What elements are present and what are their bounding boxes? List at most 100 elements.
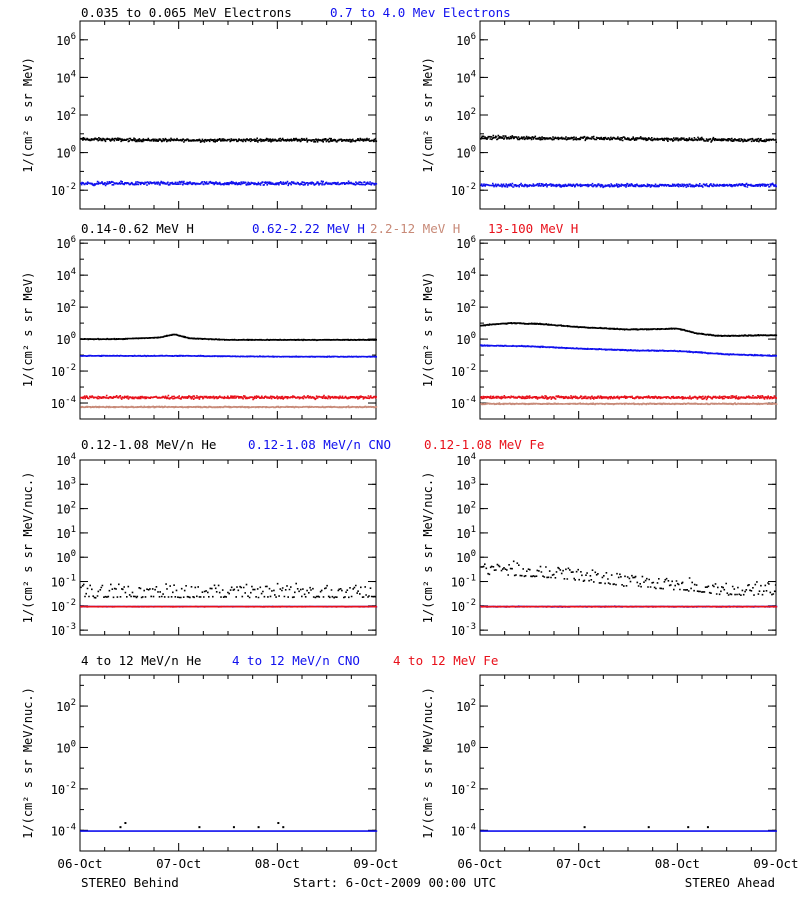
- data-point: [282, 826, 285, 829]
- data-points: [480, 830, 777, 832]
- y-tick-label: 103: [456, 476, 476, 492]
- y-tick-label: 100: [56, 549, 76, 565]
- y-tick-label: 106: [56, 235, 76, 251]
- series-0-035-to-0-065-mev-electrons: [480, 134, 777, 143]
- data-point: [583, 826, 586, 829]
- y-tick-label: 100: [456, 331, 476, 347]
- y-tick-label: 106: [456, 235, 476, 251]
- data-points: [80, 405, 378, 409]
- series-4-to-12-mev-n-he: [119, 822, 285, 829]
- footer-center-label: Start: 6-Oct-2009 00:00 UTC: [293, 875, 496, 890]
- legend-label: 0.12-1.08 MeV Fe: [424, 437, 544, 452]
- y-tick-label: 100: [56, 739, 76, 755]
- data-points: [480, 134, 777, 143]
- y-tick-label: 102: [456, 501, 476, 517]
- y-tick-label: 104: [456, 69, 476, 85]
- y-tick-label: 10-3: [451, 622, 476, 638]
- y-tick-label: 104: [456, 452, 476, 468]
- y-axis-label: 1/(cm² s sr MeV): [21, 57, 35, 173]
- data-point: [706, 826, 709, 829]
- legend-label: 0.12-1.08 MeV/n CNO: [248, 437, 391, 452]
- data-points: [80, 354, 377, 358]
- y-tick-label: 10-2: [51, 363, 76, 379]
- plot-frame: [79, 459, 377, 636]
- legend-label: 0.62-2.22 MeV H: [252, 221, 365, 236]
- y-axis-label: 1/(cm² s sr MeV): [21, 272, 35, 388]
- y-tick-label: 102: [456, 698, 476, 714]
- panel-ahead-row-1: 10-2 100 102 104 106 1/(cm² s sr MeV): [421, 20, 777, 210]
- series-0-7-to-4-0-mev-electrons: [80, 180, 378, 187]
- legend-label: 4 to 12 MeV/n CNO: [232, 653, 360, 668]
- x-tick-label: 08-Oct: [655, 856, 700, 871]
- footer-left-label: STEREO Behind: [81, 875, 179, 890]
- y-tick-label: 100: [56, 331, 76, 347]
- y-tick-label: 10-2: [51, 182, 76, 198]
- y-axis-label: 1/(cm² s sr MeV/nuc.): [421, 687, 435, 839]
- y-tick-label: 10-2: [451, 781, 476, 797]
- footer-right-label: STEREO Ahead: [685, 875, 775, 890]
- data-points: [80, 333, 377, 342]
- x-tick-label: 06-Oct: [457, 856, 502, 871]
- data-points: [480, 395, 777, 401]
- y-axis-label: 1/(cm² s sr MeV/nuc.): [21, 472, 35, 624]
- y-tick-label: 104: [56, 267, 76, 283]
- series-0-035-to-0-065-mev-electrons: [80, 137, 378, 143]
- data-points: [480, 402, 778, 406]
- data-points: [480, 182, 777, 189]
- y-tick-label: 10-4: [451, 395, 476, 411]
- series-0-14-0-62-mev-h: [480, 322, 778, 337]
- data-points: [80, 582, 377, 599]
- row-4-group: 4 to 12 MeV/n He 4 to 12 MeV/n CNO 4 to 12…: [21, 653, 799, 871]
- plot-frame: [479, 459, 777, 636]
- panel-ahead-row-4: 10-4 10-2 100 102 1/(cm² s sr MeV/nuc.) 06-Oc…: [421, 674, 799, 871]
- panel-behind-row-1: 10-2 100 102 104 106 1/(cm² s sr MeV): [21, 20, 378, 210]
- row-3-group: 0.12-1.08 MeV/n He 0.12-1.08 MeV/n CNO 0.1…: [21, 437, 778, 638]
- data-point: [257, 826, 260, 829]
- y-tick-label: 10-3: [51, 622, 76, 638]
- series-0-62-2-22-mev-h: [80, 354, 377, 358]
- y-tick-label: 10-4: [51, 395, 76, 411]
- y-tick-label: 10-2: [51, 598, 76, 614]
- y-tick-label: 10-2: [451, 182, 476, 198]
- panel-behind-row-3: 10-3 10-2 10-1 100 101 102 103 104 1/(cm² s sr M…: [21, 452, 378, 638]
- y-tick-label: 102: [456, 299, 476, 315]
- data-points: [480, 605, 778, 608]
- data-points: [480, 322, 778, 337]
- y-tick-label: 100: [56, 145, 76, 161]
- series-13-100-mev-h: [480, 395, 777, 401]
- plot-frame: [479, 20, 777, 210]
- y-axis-label: 1/(cm² s sr MeV): [421, 272, 435, 388]
- series-0-12-1-08-mev-fe: [480, 605, 778, 608]
- series-0-14-0-62-mev-h: [80, 333, 377, 342]
- data-points: [80, 830, 378, 832]
- y-tick-label: 102: [56, 299, 76, 315]
- legend-label: 0.035 to 0.065 MeV Electrons: [81, 5, 292, 20]
- y-tick-label: 10-1: [451, 574, 476, 590]
- y-tick-label: 10-4: [451, 822, 476, 838]
- x-tick-label: 07-Oct: [156, 856, 201, 871]
- y-tick-label: 10-2: [451, 363, 476, 379]
- data-point: [119, 826, 122, 829]
- series-0-7-to-4-0-mev-electrons: [480, 182, 777, 189]
- panel-behind-row-4: 10-4 10-2 100 102 1/(cm² s sr MeV/nuc.) 06-Oc…: [21, 674, 399, 871]
- series-2-2-12-mev-h: [480, 402, 778, 406]
- y-axis-label: 1/(cm² s sr MeV/nuc.): [421, 472, 435, 624]
- y-tick-label: 10-2: [451, 598, 476, 614]
- plot-frame: [79, 20, 377, 210]
- y-tick-label: 101: [56, 525, 76, 541]
- data-point: [232, 826, 235, 829]
- data-point: [647, 826, 650, 829]
- x-tick-label: 08-Oct: [255, 856, 300, 871]
- data-point: [687, 826, 690, 829]
- y-tick-label: 100: [456, 549, 476, 565]
- x-tick-label: 09-Oct: [353, 856, 398, 871]
- series-13-100-mev-h: [80, 394, 377, 401]
- plot-frame: [79, 239, 377, 420]
- y-tick-label: 104: [56, 69, 76, 85]
- y-tick-label: 10-2: [51, 781, 76, 797]
- y-tick-label: 102: [56, 501, 76, 517]
- panel-behind-row-2: 10-4 10-2 100 102 104 106 1/(cm² s sr MeV): [21, 235, 378, 420]
- y-tick-label: 10-4: [51, 822, 76, 838]
- series-0-12-1-08-mev-n-he: [80, 582, 377, 599]
